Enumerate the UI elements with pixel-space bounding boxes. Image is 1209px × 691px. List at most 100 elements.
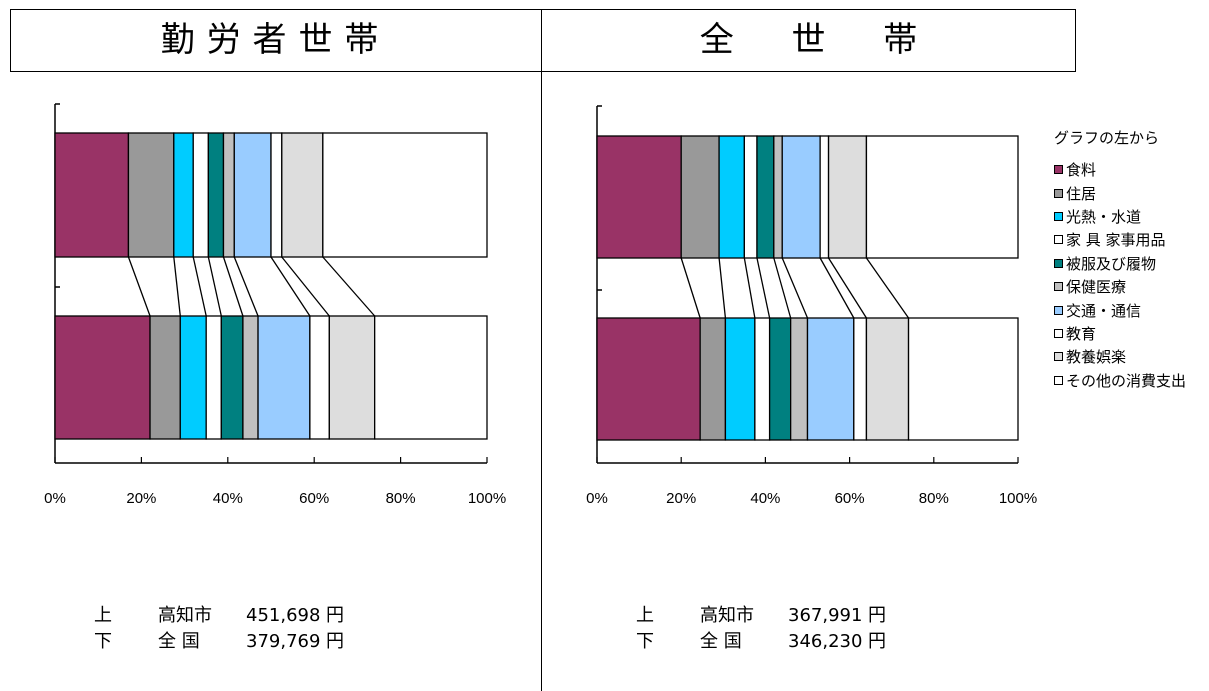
series-line	[828, 257, 867, 319]
legend-item: 教育	[1054, 322, 1186, 345]
legend-label: 交通・通信	[1066, 301, 1142, 320]
x-tick-label: 40%	[750, 490, 780, 507]
series-line	[819, 257, 855, 319]
legend-item: その他の消費支出	[1054, 369, 1186, 392]
legend-item: 光熱・水道	[1054, 205, 1186, 228]
legend: グラフの左から 食料住居光熱・水道家 具 家事用品 被服及び履物 保健医療交通・通信…	[1054, 128, 1186, 392]
bar-segment	[233, 132, 272, 258]
bar-segment	[281, 132, 324, 258]
note-region: 高知市	[700, 605, 754, 626]
series-line	[680, 257, 701, 319]
note-amount: 451,698	[246, 605, 321, 626]
series-line	[192, 256, 207, 317]
legend-item: 交通・通信	[1054, 298, 1186, 321]
note-region: 高知市	[158, 605, 212, 626]
bar-segment	[257, 315, 311, 440]
left-panel-title: 勤労者世帯	[160, 20, 391, 60]
note-region: 全 国	[700, 631, 742, 652]
bar-segment	[207, 132, 225, 258]
series-line	[270, 256, 311, 317]
bar-segment	[699, 317, 727, 441]
bar-segment	[718, 135, 746, 259]
legend-item: 教養娯楽	[1054, 345, 1186, 368]
left-notes: 上 高知市 451,698 円 下 全 国 379,769 円	[94, 603, 356, 655]
bar-segment	[270, 132, 283, 258]
note-region: 全 国	[158, 631, 200, 652]
note-row: 上 高知市 451,698 円	[94, 603, 356, 629]
legend-label: 教育	[1066, 324, 1097, 343]
legend-label: 保健医療	[1066, 278, 1127, 297]
bar-segment	[328, 315, 376, 440]
x-tick-label: 80%	[386, 490, 416, 507]
legend-label: 食料	[1066, 161, 1097, 180]
note-pos: 下	[94, 631, 112, 652]
legend-swatch	[1054, 375, 1063, 385]
bar-segment	[865, 317, 910, 441]
note-unit: 円	[868, 605, 886, 626]
legend-swatch	[1054, 328, 1063, 338]
bar-segment	[222, 132, 235, 258]
bar-segment	[724, 317, 756, 441]
legend-swatch	[1054, 188, 1063, 198]
bar-segment	[827, 135, 868, 259]
note-unit: 円	[326, 631, 344, 652]
bar-segment	[853, 317, 868, 441]
legend-swatch	[1054, 258, 1063, 268]
panel-divider	[541, 9, 542, 691]
series-line	[127, 256, 151, 317]
bar-segment	[242, 315, 259, 440]
legend-swatch	[1054, 305, 1063, 315]
legend-item: 住居	[1054, 181, 1186, 204]
note-unit: 円	[326, 605, 344, 626]
bar-segment	[754, 317, 771, 441]
bar-segment	[781, 135, 821, 259]
bar-segment	[54, 132, 130, 258]
x-tick-label: 80%	[919, 490, 949, 507]
bar-segment	[865, 135, 1019, 259]
x-tick-label: 100%	[468, 490, 506, 507]
right-panel-title: 全世帯	[699, 20, 976, 60]
x-tick-label: 0%	[44, 490, 66, 507]
x-tick-label: 20%	[666, 490, 696, 507]
legend-item: 家 具 家事用品	[1054, 228, 1186, 251]
bar-segment	[907, 317, 1019, 441]
legend-label: 光熱・水道	[1066, 207, 1142, 226]
series-line	[756, 257, 771, 319]
bar-segment	[374, 315, 488, 440]
bar-segment	[743, 135, 758, 259]
x-tick-label: 40%	[213, 490, 243, 507]
series-line	[281, 256, 330, 317]
legend-label: 被服及び履物	[1066, 254, 1157, 273]
note-amount: 367,991	[788, 605, 863, 626]
note-amount: 346,230	[788, 631, 863, 652]
bar-segment	[819, 135, 830, 259]
bar-segment	[322, 132, 488, 258]
series-line	[233, 256, 259, 317]
bar-segment	[205, 315, 222, 440]
legend-swatch	[1054, 211, 1063, 221]
x-tick-label: 0%	[586, 490, 608, 507]
legend-label: 教養娯楽	[1066, 348, 1127, 367]
note-amount: 379,769	[246, 631, 321, 652]
series-line	[207, 256, 222, 317]
note-row: 下 全 国 379,769 円	[94, 629, 356, 655]
x-tick-label: 100%	[999, 490, 1037, 507]
bar-segment	[806, 317, 855, 441]
series-line	[781, 257, 809, 319]
note-row: 下 全 国 346,230 円	[636, 629, 898, 655]
legend-label: 住居	[1066, 184, 1097, 203]
series-line	[173, 256, 181, 317]
legend-heading: グラフの左から	[1054, 129, 1160, 147]
legend-label: 家 具 家事用品	[1066, 231, 1166, 250]
series-line	[743, 257, 756, 319]
bar-segment	[680, 135, 720, 259]
right-notes: 上 高知市 367,991 円 下 全 国 346,230 円	[636, 603, 898, 655]
series-line	[322, 256, 376, 317]
series-line	[222, 256, 244, 317]
note-pos: 下	[636, 631, 654, 652]
x-tick-label: 60%	[835, 490, 865, 507]
bar-segment	[768, 317, 792, 441]
legend-label: その他の消費支出	[1066, 371, 1187, 390]
bar-segment	[173, 132, 194, 258]
note-unit: 円	[868, 631, 886, 652]
